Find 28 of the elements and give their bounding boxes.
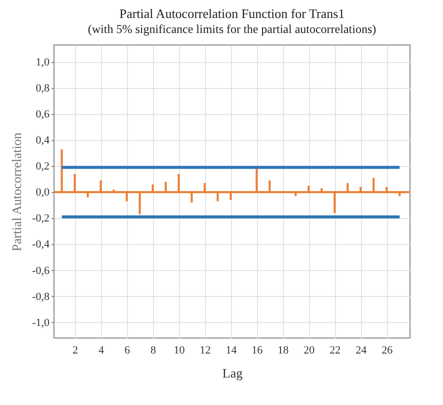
- y-axis-title: Partial Autocorrelation: [9, 132, 24, 252]
- y-tick-label: -0,6: [32, 264, 50, 277]
- x-tick-label: 6: [124, 344, 131, 356]
- y-tick-label: -1,0: [32, 316, 50, 329]
- x-tick-label: 10: [174, 344, 186, 356]
- x-tick-label: 14: [226, 344, 238, 356]
- x-tick-label: 2: [72, 344, 78, 356]
- x-tick-label: 22: [330, 344, 341, 356]
- x-axis-title: Lag: [222, 366, 244, 380]
- y-tick-label: 1,0: [36, 56, 50, 68]
- y-tick-label: 0,0: [36, 186, 50, 199]
- y-tick-label: 0,6: [36, 108, 50, 121]
- y-tick-label: 0,2: [36, 160, 50, 173]
- y-tick-label: 0,4: [36, 134, 50, 147]
- y-tick-label: -0,2: [32, 212, 50, 225]
- x-tick-label: 8: [150, 344, 156, 356]
- y-tick-label: -0,4: [32, 238, 50, 251]
- chart-subtitle: (with 5% significance limits for the partial autocorrelations): [88, 22, 376, 36]
- y-tick-label: -0,8: [32, 290, 50, 303]
- x-tick-label: 18: [278, 344, 290, 356]
- x-tick-label: 20: [304, 344, 316, 356]
- x-tick-label: 4: [98, 344, 105, 356]
- chart-title: Partial Autocorrelation Function for Trans1: [119, 6, 345, 21]
- x-tick-label: 16: [252, 344, 264, 356]
- x-tick-label: 26: [382, 344, 394, 356]
- x-tick-label: 12: [200, 344, 211, 356]
- y-tick-label: 0,8: [36, 82, 50, 94]
- x-tick-label: 24: [356, 344, 368, 356]
